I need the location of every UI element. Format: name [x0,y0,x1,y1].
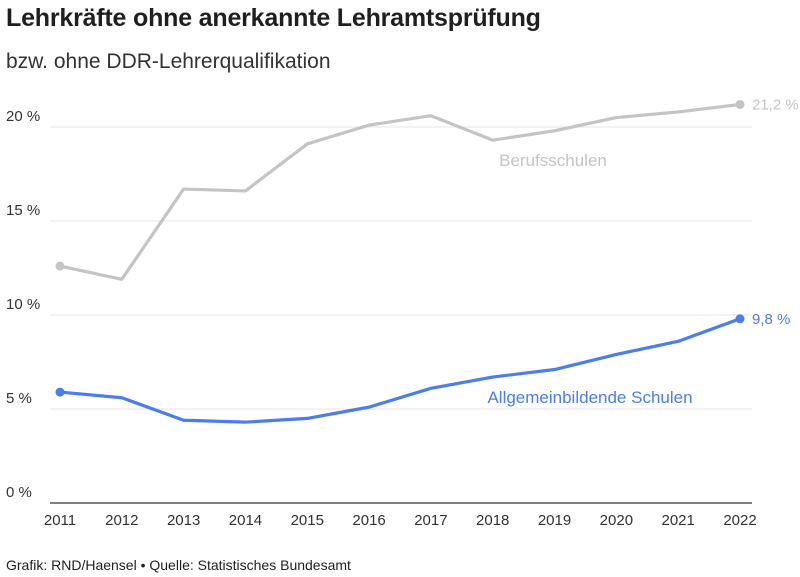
x-tick-label: 2014 [229,512,262,529]
series-line [58,102,742,281]
y-tick-label: 10 % [6,296,40,313]
grid-lines [50,126,752,504]
x-tick-label: 2020 [600,512,633,529]
x-tick-label: 2017 [414,512,447,529]
y-tick-label: 5 % [6,390,32,407]
chart-subtitle: bzw. ohne DDR-Lehrerqualifikation [6,50,331,73]
end-value-label: 9,8 % [752,311,790,328]
source-footer: Grafik: RND/Haensel • Quelle: Statistisc… [6,557,351,573]
chart-title: Lehrkräfte ohne anerkannte Lehramtsprüfu… [6,4,541,32]
x-axis-ticks: 2011 2012 2013 2014 2015 2016 2017 2018 2019 2020… [44,512,757,529]
x-tick-label: 2018 [476,512,509,529]
series-name-label: Allgemeinbildende Schulen [487,388,692,407]
series-line [58,317,742,424]
x-tick-label: 2012 [105,512,138,529]
data-point [735,314,745,324]
data-point [735,99,745,109]
y-axis-ticks: 0 % 5 % 10 % 15 % 20 % [6,108,40,501]
series-name-label: Berufsschulen [499,151,607,170]
x-tick-label: 2021 [661,512,694,529]
end-value-label: 21,2 % [752,96,799,113]
x-tick-label: 2019 [538,512,571,529]
series-labels: 21,2 % Berufsschulen 9,8 % Allgemeinbildend… [487,96,798,407]
data-point [55,387,65,397]
series-lines [55,99,745,424]
x-tick-label: 2013 [167,512,200,529]
y-tick-label: 15 % [6,202,40,219]
x-tick-label: 2011 [44,512,76,529]
x-tick-label: 2015 [291,512,324,529]
data-point [55,261,65,271]
x-tick-label: 2022 [723,512,756,529]
x-tick-label: 2016 [352,512,385,529]
y-tick-label: 20 % [6,108,40,125]
y-tick-label: 0 % [6,484,32,501]
